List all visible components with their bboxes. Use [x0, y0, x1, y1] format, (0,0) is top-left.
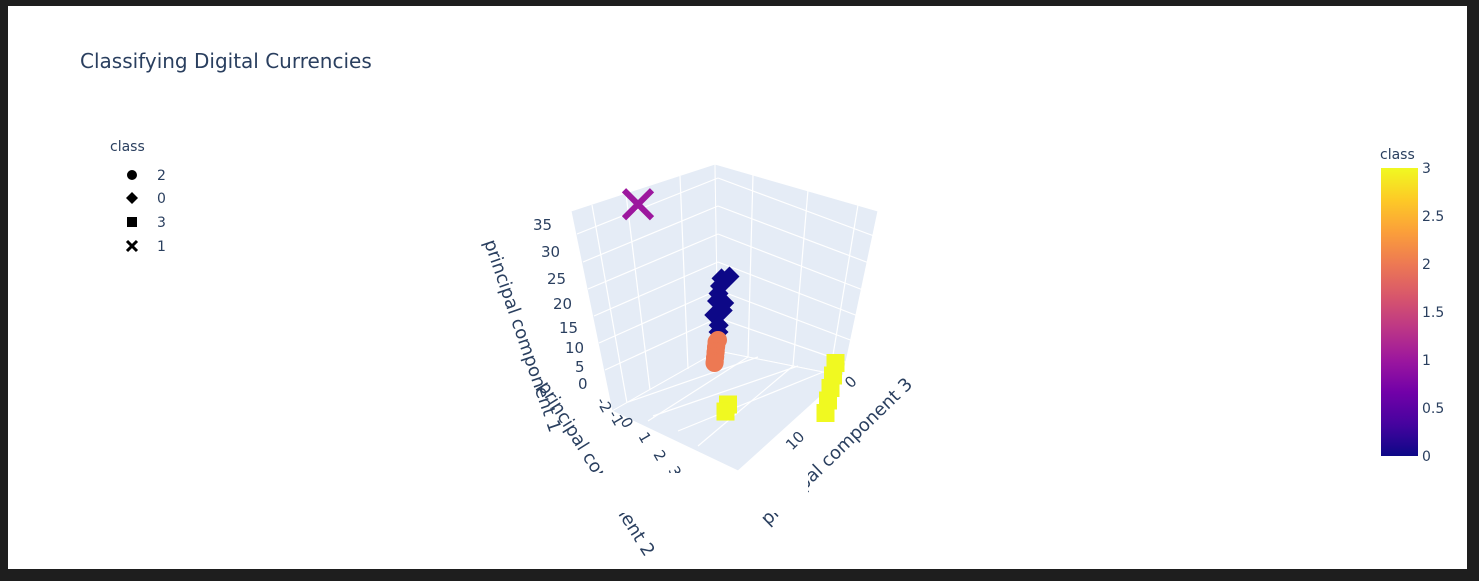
legend-item[interactable]: 0 — [126, 191, 166, 207]
data-point-class-2[interactable] — [705, 354, 724, 372]
z-tick: 25 — [547, 270, 566, 288]
grid-right — [717, 174, 875, 374]
legend-item[interactable]: 1 — [125, 239, 166, 255]
z-tick: 10 — [565, 339, 584, 357]
diamond-icon — [126, 192, 138, 204]
colorbar-tick: 0.5 — [1422, 401, 1444, 417]
colorbar-tick: 2 — [1422, 257, 1431, 273]
legend-title: class — [110, 139, 145, 155]
x-icon — [125, 239, 139, 253]
scene-3d[interactable]: 35 30 25 20 15 10 5 0 -2 -1 0 1 2 3 0 5 … — [479, 163, 917, 560]
clip-mask — [568, 473, 808, 513]
data-markers — [621, 188, 845, 422]
legend-item[interactable]: 3 — [127, 215, 166, 231]
legend-label: 3 — [157, 215, 166, 231]
grid-floor — [627, 356, 824, 447]
circle-icon — [127, 170, 137, 180]
z-tick: 15 — [559, 319, 578, 337]
colorbar-tick: 0 — [1422, 449, 1431, 465]
square-icon — [127, 217, 137, 227]
chart-title: Classifying Digital Currencies — [80, 49, 372, 73]
z-tick: 5 — [575, 358, 585, 376]
data-point-class-0[interactable] — [719, 266, 740, 287]
data-point-class-3[interactable] — [816, 404, 835, 422]
x-tick: 1 — [635, 429, 655, 446]
colorbar-tick: 3 — [1422, 161, 1431, 177]
legend-label: 1 — [157, 239, 166, 255]
y-tick: 0 — [841, 372, 860, 391]
data-point-class-1[interactable] — [621, 188, 655, 221]
legend: class 2 0 3 1 — [110, 139, 166, 255]
colorbar-tick: 2.5 — [1422, 209, 1444, 225]
data-point-class-3[interactable] — [716, 402, 735, 421]
colorbar-tick: 1.5 — [1422, 305, 1444, 321]
colorbar-tick: 1 — [1422, 353, 1431, 369]
legend-label: 2 — [157, 168, 166, 184]
grid-left — [576, 175, 719, 404]
x-tick: 2 — [650, 447, 670, 464]
colorbar: class 3 2.5 2 1.5 1 0.5 0 — [1380, 147, 1444, 465]
z-tick: 20 — [553, 295, 572, 313]
z-tick: 35 — [533, 216, 552, 234]
chart-frame: Classifying Digital Currencies class 2 0… — [8, 6, 1467, 569]
z-tick: 0 — [578, 375, 588, 393]
legend-item[interactable]: 2 — [127, 168, 166, 184]
z-tick: 30 — [541, 243, 560, 261]
y-tick: 10 — [782, 428, 808, 454]
z-axis-ticks: 35 30 25 20 15 10 5 0 — [533, 216, 588, 393]
legend-label: 0 — [157, 191, 166, 207]
colorbar-title: class — [1380, 147, 1415, 163]
chart-svg: Classifying Digital Currencies class 2 0… — [80, 49, 1444, 560]
colorbar-gradient — [1381, 168, 1418, 456]
